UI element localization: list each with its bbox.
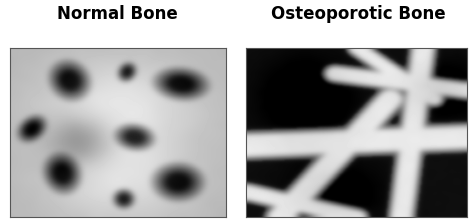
Text: Normal Bone: Normal Bone [57,5,177,23]
Text: Osteoporotic Bone: Osteoporotic Bone [271,5,445,23]
